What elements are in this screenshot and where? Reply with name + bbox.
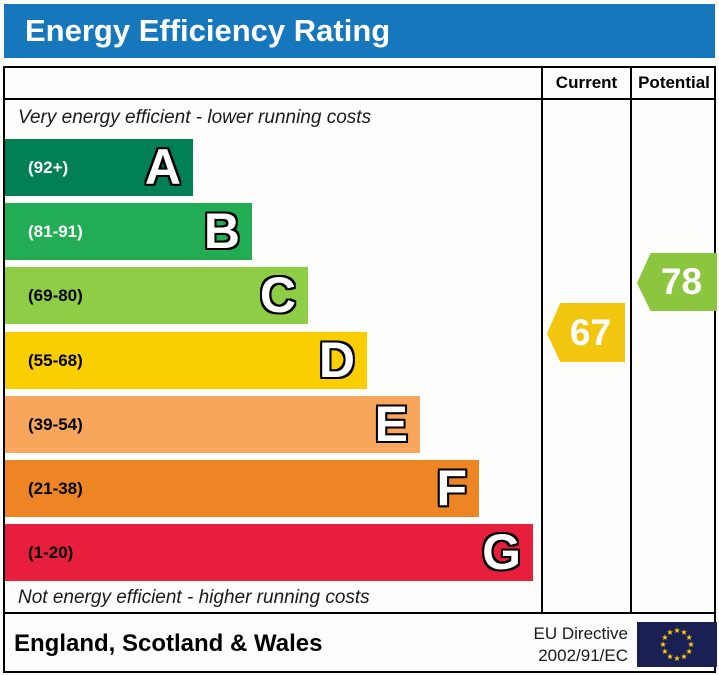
current-rating-value: 67	[569, 311, 612, 353]
region-label: England, Scotland & Wales	[14, 630, 323, 657]
chart-table-frame	[3, 66, 716, 673]
band-row-f: (21-38) F	[5, 460, 479, 517]
potential-rating-value: 78	[660, 261, 703, 302]
eu-directive-line2: 2002/91/EC	[538, 646, 628, 665]
eu-directive-label: EU Directive 2002/91/EC	[430, 623, 628, 667]
band-row-d: (55-68) D	[5, 332, 367, 389]
band-range-label: (92+)	[28, 157, 69, 177]
band-range-label: (55-68)	[28, 350, 83, 370]
current-column-header: Current	[555, 73, 618, 92]
potential-column-header: Potential	[638, 73, 710, 92]
band-range-label: (81-91)	[28, 221, 83, 241]
band-letter: G	[482, 524, 521, 580]
band-row-a: (92+) A	[5, 139, 193, 196]
band-row-c: (69-80) C	[5, 267, 308, 324]
band-letter: A	[144, 139, 181, 195]
potential-column-border	[630, 66, 632, 614]
current-column-border	[541, 66, 543, 614]
potential-rating-marker: 78	[637, 253, 717, 311]
band-letter: B	[203, 203, 240, 259]
band-row-b: (81-91) B	[5, 203, 252, 260]
band-letter: D	[318, 332, 355, 388]
bottom-note: Not energy efficient - higher running co…	[18, 587, 370, 608]
top-note: Very energy efficient - lower running co…	[18, 107, 372, 128]
eu-directive-line1: EU Directive	[533, 624, 628, 643]
band-range-label: (39-54)	[28, 414, 83, 434]
band-range-label: (1-20)	[28, 542, 74, 562]
eu-flag-icon	[637, 622, 717, 667]
footer-divider-line	[3, 612, 716, 614]
header-divider-line	[3, 98, 716, 100]
band-row-g: (1-20) G	[5, 524, 533, 581]
band-range-label: (21-38)	[28, 478, 83, 498]
band-row-e: (39-54) E	[5, 396, 420, 453]
page-title: Energy Efficiency Rating	[4, 4, 715, 58]
band-letter: E	[374, 396, 408, 452]
current-rating-marker: 67	[547, 303, 625, 362]
band-letter: F	[436, 460, 467, 516]
band-letter: C	[259, 267, 296, 323]
band-range-label: (69-80)	[28, 285, 83, 305]
